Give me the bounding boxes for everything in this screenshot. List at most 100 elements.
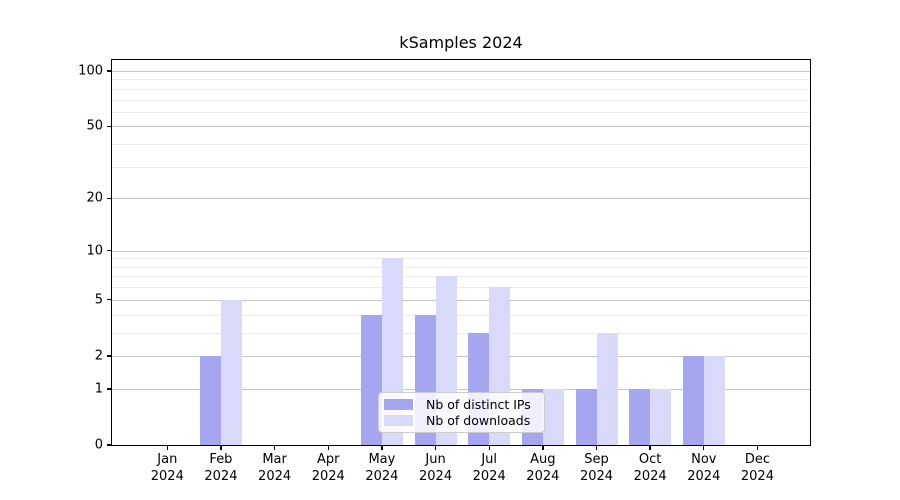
x-tick xyxy=(649,445,651,450)
x-tick-label: Aug 2024 xyxy=(511,452,575,485)
gridline-major xyxy=(112,198,810,200)
y-tick-label: 2 xyxy=(94,348,103,364)
gridline-minor xyxy=(112,144,810,146)
x-tick-label-year: 2024 xyxy=(579,468,614,484)
y-tick xyxy=(107,388,112,390)
bar-distinct-ips xyxy=(682,355,704,445)
x-tick-label: Dec 2024 xyxy=(725,452,789,485)
gridline-minor xyxy=(112,276,810,278)
y-tick xyxy=(107,355,112,357)
x-tick-label-month: Jan xyxy=(157,452,178,467)
x-tick-label: Sep 2024 xyxy=(565,452,629,485)
x-tick-label-month: Oct xyxy=(638,452,662,467)
x-tick xyxy=(595,445,598,450)
y-tick-label: 0 xyxy=(94,437,103,453)
x-tick-label-month: Jul xyxy=(481,452,498,467)
x-tick xyxy=(488,445,490,450)
gridline-major xyxy=(112,388,810,390)
gridline-major xyxy=(112,126,810,128)
gridline-major xyxy=(112,250,810,252)
x-tick-label-month: May xyxy=(368,452,396,467)
gridline-minor xyxy=(112,287,810,289)
legend-swatch-distinct-ips-icon xyxy=(384,399,413,411)
bar-distinct-ips xyxy=(575,388,597,445)
x-tick-label-month: Mar xyxy=(262,452,287,467)
gridline-minor xyxy=(112,111,810,113)
bar-distinct-ips xyxy=(629,388,651,445)
x-tick-label-month: Feb xyxy=(209,452,233,467)
x-tick-label-month: Nov xyxy=(691,452,717,467)
y-tick-label: 10 xyxy=(86,243,103,259)
x-tick-label-month: Aug xyxy=(530,452,556,467)
x-tick-label-month: Dec xyxy=(744,452,771,467)
bar-downloads xyxy=(596,332,618,445)
gridline-minor xyxy=(112,166,810,168)
y-tick xyxy=(107,125,112,128)
bar-downloads xyxy=(703,355,725,445)
x-tick-label-year: 2024 xyxy=(633,468,667,484)
x-tick xyxy=(703,445,705,450)
x-tick-label: Mar 2024 xyxy=(243,452,307,485)
x-tick-label: Jul 2024 xyxy=(457,452,521,485)
x-tick-label-year: 2024 xyxy=(687,468,721,484)
x-tick-label: May 2024 xyxy=(350,452,414,485)
legend: Nb of distinct IPs Nb of downloads xyxy=(378,392,545,433)
y-tick-label: 20 xyxy=(86,190,103,206)
legend-label-downloads: Nb of downloads xyxy=(426,412,531,428)
gridline-minor xyxy=(112,314,810,316)
x-tick-label-year: 2024 xyxy=(258,468,292,484)
x-tick-label: Feb 2024 xyxy=(189,452,253,485)
bar-downloads xyxy=(650,388,672,445)
gridline-minor xyxy=(112,258,810,260)
x-tick xyxy=(166,445,168,450)
x-tick xyxy=(756,445,759,450)
y-tick xyxy=(107,70,112,72)
legend-item-distinct-ips: Nb of distinct IPs xyxy=(384,397,536,412)
y-tick-label: 50 xyxy=(86,118,103,134)
y-tick-label: 100 xyxy=(78,63,103,79)
x-tick-label: Jan 2024 xyxy=(135,452,199,485)
x-tick-label-month: Sep xyxy=(584,452,609,467)
x-tick-label-year: 2024 xyxy=(365,468,399,484)
x-tick-label: Jun 2024 xyxy=(404,452,468,485)
gridline-minor xyxy=(112,79,810,81)
x-tick-label-year: 2024 xyxy=(311,468,345,484)
x-tick-label-month: Apr xyxy=(317,452,340,467)
legend-item-downloads: Nb of downloads xyxy=(384,413,536,428)
gridline-minor xyxy=(112,99,810,101)
x-tick-label: Oct 2024 xyxy=(618,452,682,485)
gridline-minor xyxy=(112,88,810,90)
x-tick-label: Apr 2024 xyxy=(296,452,360,485)
bar-downloads xyxy=(220,299,242,445)
y-tick xyxy=(107,299,112,301)
x-tick xyxy=(273,445,276,450)
x-tick-label-year: 2024 xyxy=(740,468,774,484)
y-tick xyxy=(107,197,112,199)
gridline-minor xyxy=(112,332,810,334)
x-tick-label-year: 2024 xyxy=(472,468,506,484)
y-tick xyxy=(107,444,112,446)
x-tick-label-year: 2024 xyxy=(150,468,184,484)
x-tick-label-year: 2024 xyxy=(526,468,560,484)
gridline-major xyxy=(112,70,810,72)
y-tick-label: 1 xyxy=(94,381,103,397)
x-tick-label-year: 2024 xyxy=(204,468,238,484)
y-tick-label: 5 xyxy=(94,292,103,308)
plot-area: Nb of distinct IPs Nb of downloads Jan 20… xyxy=(78,59,811,484)
x-tick-label-month: Jun xyxy=(425,452,446,467)
gridline-minor xyxy=(112,266,810,268)
gridline-major xyxy=(112,355,810,357)
bar-downloads xyxy=(542,388,564,445)
y-tick xyxy=(107,249,112,252)
gridline-major xyxy=(112,299,810,301)
x-tick xyxy=(220,445,222,450)
bar-distinct-ips xyxy=(360,314,382,445)
x-tick-label-year: 2024 xyxy=(419,468,453,484)
x-tick xyxy=(381,445,383,450)
x-tick xyxy=(434,445,437,450)
bar-distinct-ips xyxy=(199,355,221,445)
x-tick xyxy=(327,445,329,450)
legend-label-distinct-ips: Nb of distinct IPs xyxy=(426,397,531,413)
x-tick xyxy=(542,445,544,450)
